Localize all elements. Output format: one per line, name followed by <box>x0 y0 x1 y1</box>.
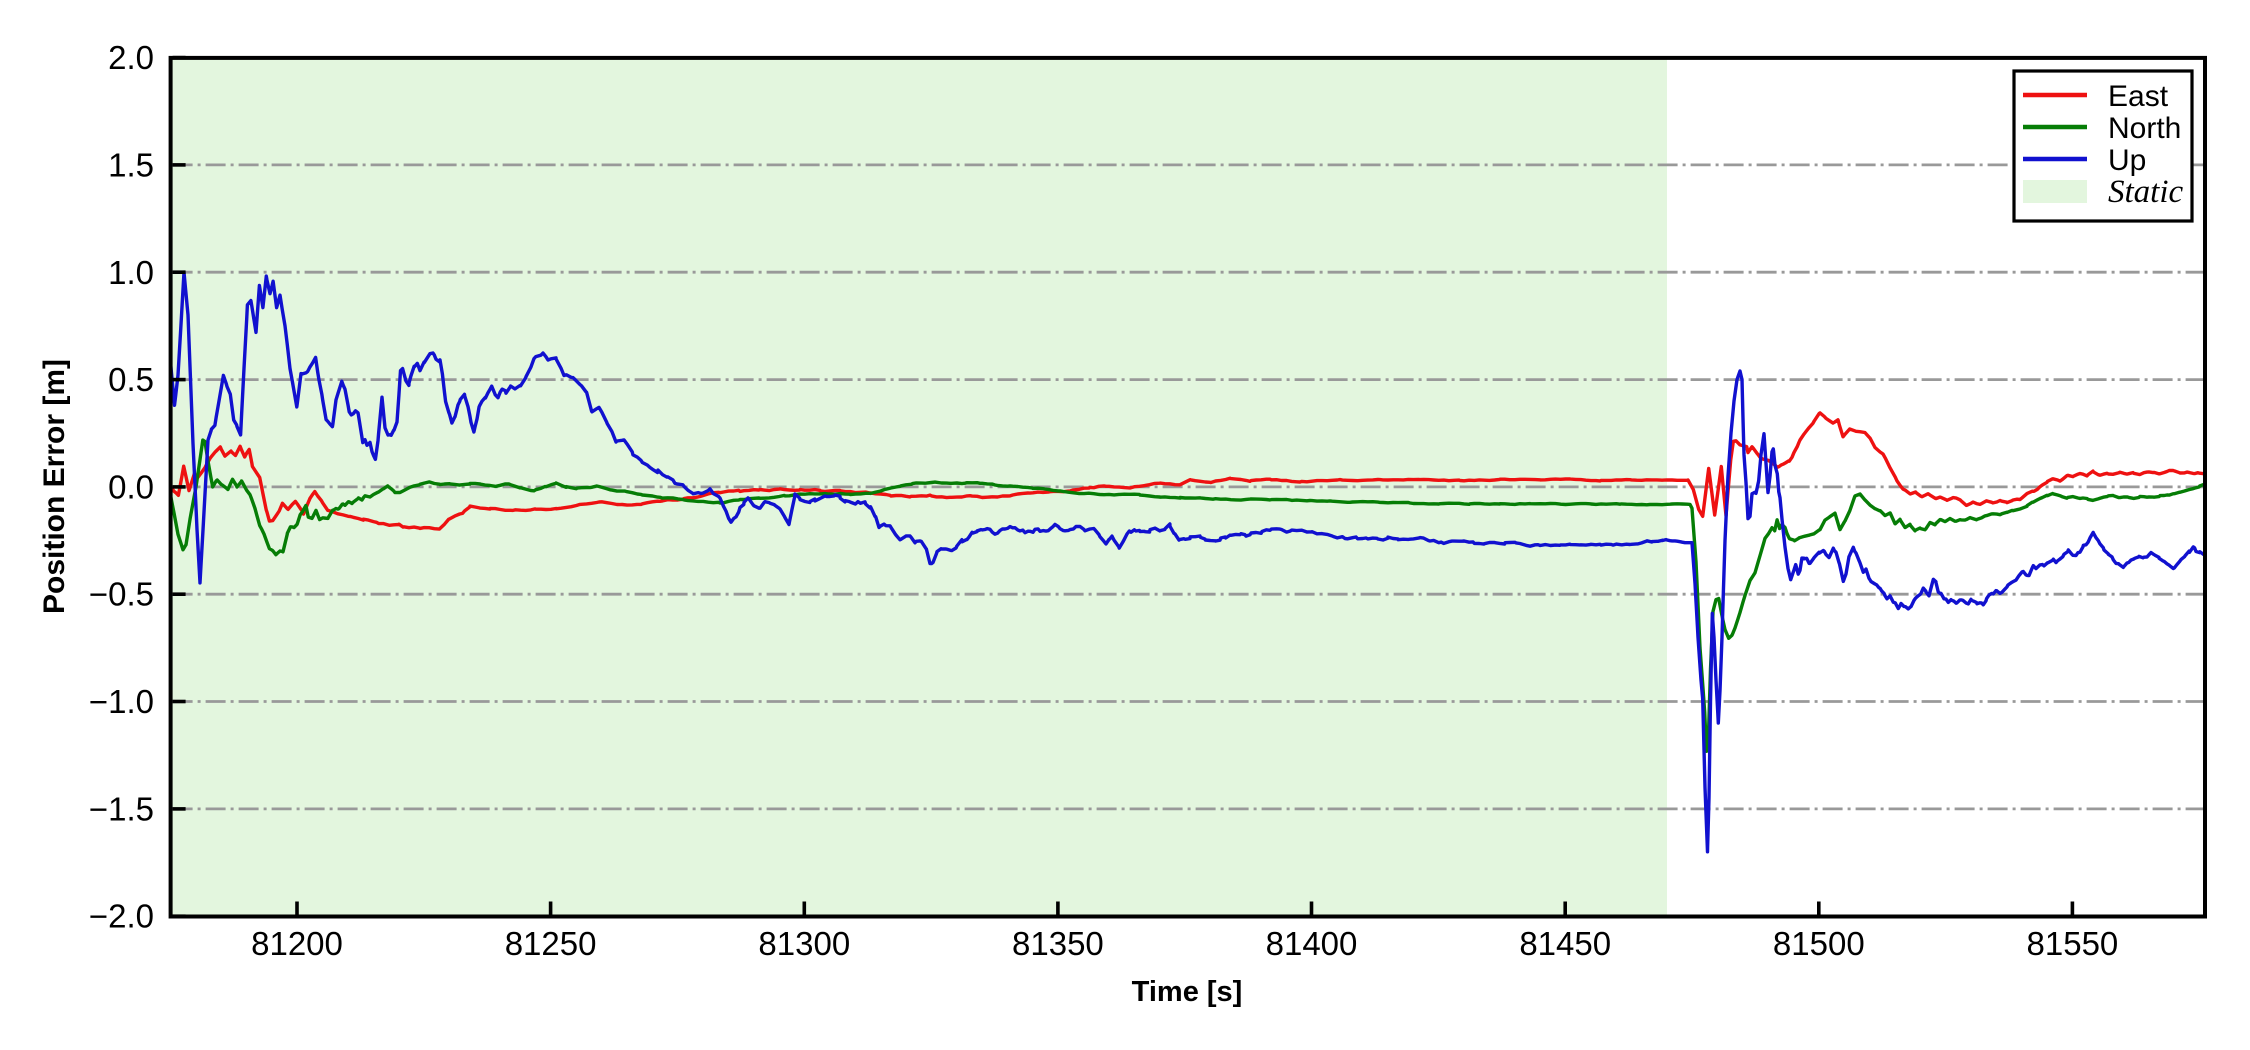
svg-text:81250: 81250 <box>505 925 597 962</box>
svg-text:North: North <box>2108 112 2181 145</box>
svg-text:81550: 81550 <box>2027 925 2119 962</box>
svg-text:1.5: 1.5 <box>108 146 154 183</box>
svg-text:−1.0: −1.0 <box>89 683 154 720</box>
svg-text:Time [s]: Time [s] <box>1132 976 1243 1008</box>
svg-text:Up: Up <box>2108 144 2146 177</box>
svg-text:East: East <box>2108 80 2169 113</box>
svg-text:81300: 81300 <box>758 925 850 962</box>
svg-text:0.0: 0.0 <box>108 468 154 505</box>
svg-text:81350: 81350 <box>1012 925 1104 962</box>
svg-text:−0.5: −0.5 <box>89 576 154 613</box>
svg-text:81450: 81450 <box>1519 925 1611 962</box>
svg-text:Static: Static <box>2108 174 2184 210</box>
svg-text:−1.5: −1.5 <box>89 790 154 827</box>
svg-text:−2.0: −2.0 <box>89 898 154 935</box>
svg-text:81200: 81200 <box>251 925 343 962</box>
svg-text:2.0: 2.0 <box>108 39 154 76</box>
svg-text:Position Error [m]: Position Error [m] <box>38 359 71 614</box>
svg-text:1.0: 1.0 <box>108 254 154 291</box>
svg-text:81400: 81400 <box>1266 925 1358 962</box>
svg-text:81500: 81500 <box>1773 925 1865 962</box>
svg-text:0.5: 0.5 <box>108 361 154 398</box>
